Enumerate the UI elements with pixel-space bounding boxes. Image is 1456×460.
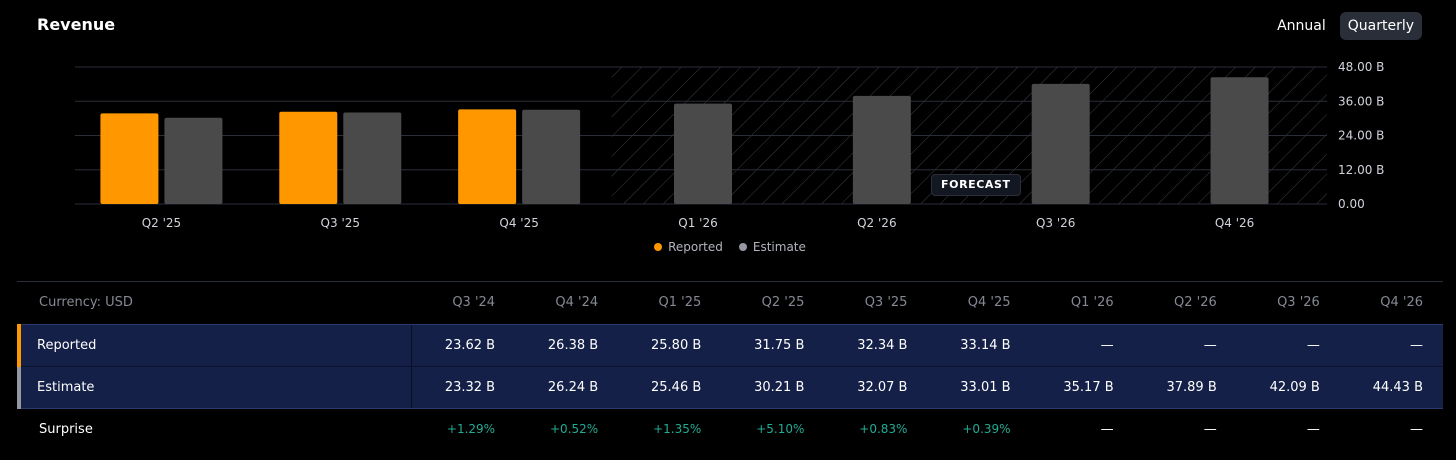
period-header: Q3 '24: [452, 295, 496, 311]
bar-estimate: [1031, 83, 1090, 204]
bar-estimate: [522, 109, 581, 204]
y-tick-label: 12.00 B: [1338, 163, 1384, 177]
table-header-row: Currency: USD Q3 '24 Q4 '24 Q1 '25 Q2 '2…: [19, 282, 1443, 324]
table-cell: 31.75 B: [721, 323, 825, 366]
table-cell: 32.34 B: [824, 323, 928, 366]
table-cell: —: [1100, 421, 1114, 437]
table-cell: 25.80 B: [618, 323, 722, 366]
period-header: Q2 '25: [761, 295, 805, 311]
x-tick-label: Q3 '26: [1036, 216, 1075, 230]
period-header: Q4 '26: [1380, 295, 1423, 311]
annual-toggle-button[interactable]: Annual: [1277, 18, 1326, 34]
column-separator: [411, 365, 412, 409]
table-cell: 23.32 B: [412, 365, 516, 409]
forecast-tag: FORECAST: [931, 174, 1021, 196]
table-cell: 23.62 B: [412, 323, 516, 366]
table-cell: +0.39%: [962, 422, 1011, 437]
revenue-table: Currency: USD Q3 '24 Q4 '24 Q1 '25 Q2 '2…: [17, 282, 1443, 450]
table-cell: —: [1030, 323, 1134, 366]
table-cell: 35.17 B: [1030, 365, 1134, 409]
period-header: Q3 '26: [1277, 295, 1320, 311]
row-label-reported: Reported: [17, 323, 411, 366]
period-header: Q2 '26: [1173, 295, 1217, 311]
y-tick-label: 24.00 B: [1338, 129, 1384, 143]
bar-estimate: [674, 103, 732, 204]
x-tick-label: Q4 '26: [1215, 216, 1254, 230]
table-cell: 37.89 B: [1133, 365, 1237, 409]
table-cell: —: [1203, 421, 1217, 437]
legend-item-reported[interactable]: Reported: [654, 240, 723, 254]
y-tick-label: 36.00 B: [1338, 94, 1384, 108]
table-row-estimate[interactable]: Estimate 23.32 B 26.24 B 25.46 B 30.21 B…: [17, 365, 1443, 409]
quarterly-toggle-button[interactable]: Quarterly: [1339, 12, 1422, 40]
chart-title: Revenue: [37, 15, 116, 34]
table-cell: —: [1339, 323, 1443, 366]
y-tick-label: 48.00 B: [1338, 60, 1384, 74]
bar-estimate: [1210, 77, 1269, 204]
currency-label: Currency: USD: [39, 295, 133, 311]
table-cell: +0.52%: [550, 422, 599, 437]
x-tick-label: Q2 '25: [142, 216, 181, 230]
y-tick-label: 0.00: [1338, 197, 1365, 211]
x-tick-label: Q3 '25: [321, 216, 360, 230]
chart-legend: Reported Estimate: [0, 240, 1456, 254]
bar-estimate: [343, 112, 402, 204]
x-tick-label: Q4 '25: [499, 216, 538, 230]
table-cell: 42.09 B: [1236, 365, 1340, 409]
table-cell: +1.29%: [446, 422, 496, 437]
section-divider: [17, 281, 1443, 282]
legend-label-reported: Reported: [668, 240, 723, 254]
legend-item-estimate[interactable]: Estimate: [738, 240, 806, 254]
table-cell: —: [1410, 421, 1423, 437]
table-cell: +1.35%: [653, 422, 702, 437]
period-header: Q1 '26: [1070, 295, 1114, 311]
table-cell: 25.46 B: [618, 365, 722, 409]
table-row-surprise[interactable]: Surprise +1.29% +0.52% +1.35% +5.10% +0.…: [19, 408, 1443, 450]
table-cell: 33.14 B: [927, 323, 1031, 366]
bar-reported: [458, 109, 517, 204]
table-cell: 26.24 B: [515, 365, 619, 409]
bar-reported: [100, 113, 159, 204]
bar-estimate: [852, 95, 911, 204]
period-header: Q4 '24: [555, 295, 599, 311]
column-separator: [411, 323, 412, 366]
bar-reported: [279, 111, 338, 204]
period-header: Q3 '25: [864, 295, 908, 311]
table-row-reported[interactable]: Reported 23.62 B 26.38 B 25.80 B 31.75 B…: [17, 323, 1443, 366]
legend-dot-reported: [654, 243, 663, 251]
row-label-surprise: Surprise: [39, 421, 93, 437]
table-cell: —: [1306, 421, 1320, 437]
table-cell: +5.10%: [756, 422, 805, 437]
table-cell: —: [1236, 323, 1340, 366]
legend-label-estimate: Estimate: [752, 240, 806, 254]
table-cell: —: [1133, 323, 1237, 366]
table-cell: 30.21 B: [721, 365, 825, 409]
period-toggle: Annual Quarterly: [1269, 12, 1422, 40]
table-cell: 44.43 B: [1339, 365, 1443, 409]
x-tick-label: Q2 '26: [857, 216, 896, 230]
bar-estimate: [164, 117, 223, 204]
legend-dot-estimate: [738, 243, 747, 251]
row-label-estimate: Estimate: [17, 365, 411, 409]
table-cell: +0.83%: [859, 422, 908, 437]
table-cell: 33.01 B: [927, 365, 1031, 409]
x-tick-label: Q1 '26: [678, 216, 717, 230]
table-cell: 32.07 B: [824, 365, 928, 409]
period-header: Q4 '25: [967, 295, 1011, 311]
revenue-bar-chart: 48.00 B 36.00 B 24.00 B 12.00 B 0.00 Q2 '25 Q3…: [75, 60, 1384, 230]
table-cell: 26.38 B: [515, 323, 619, 366]
period-header: Q1 '25: [658, 295, 702, 311]
